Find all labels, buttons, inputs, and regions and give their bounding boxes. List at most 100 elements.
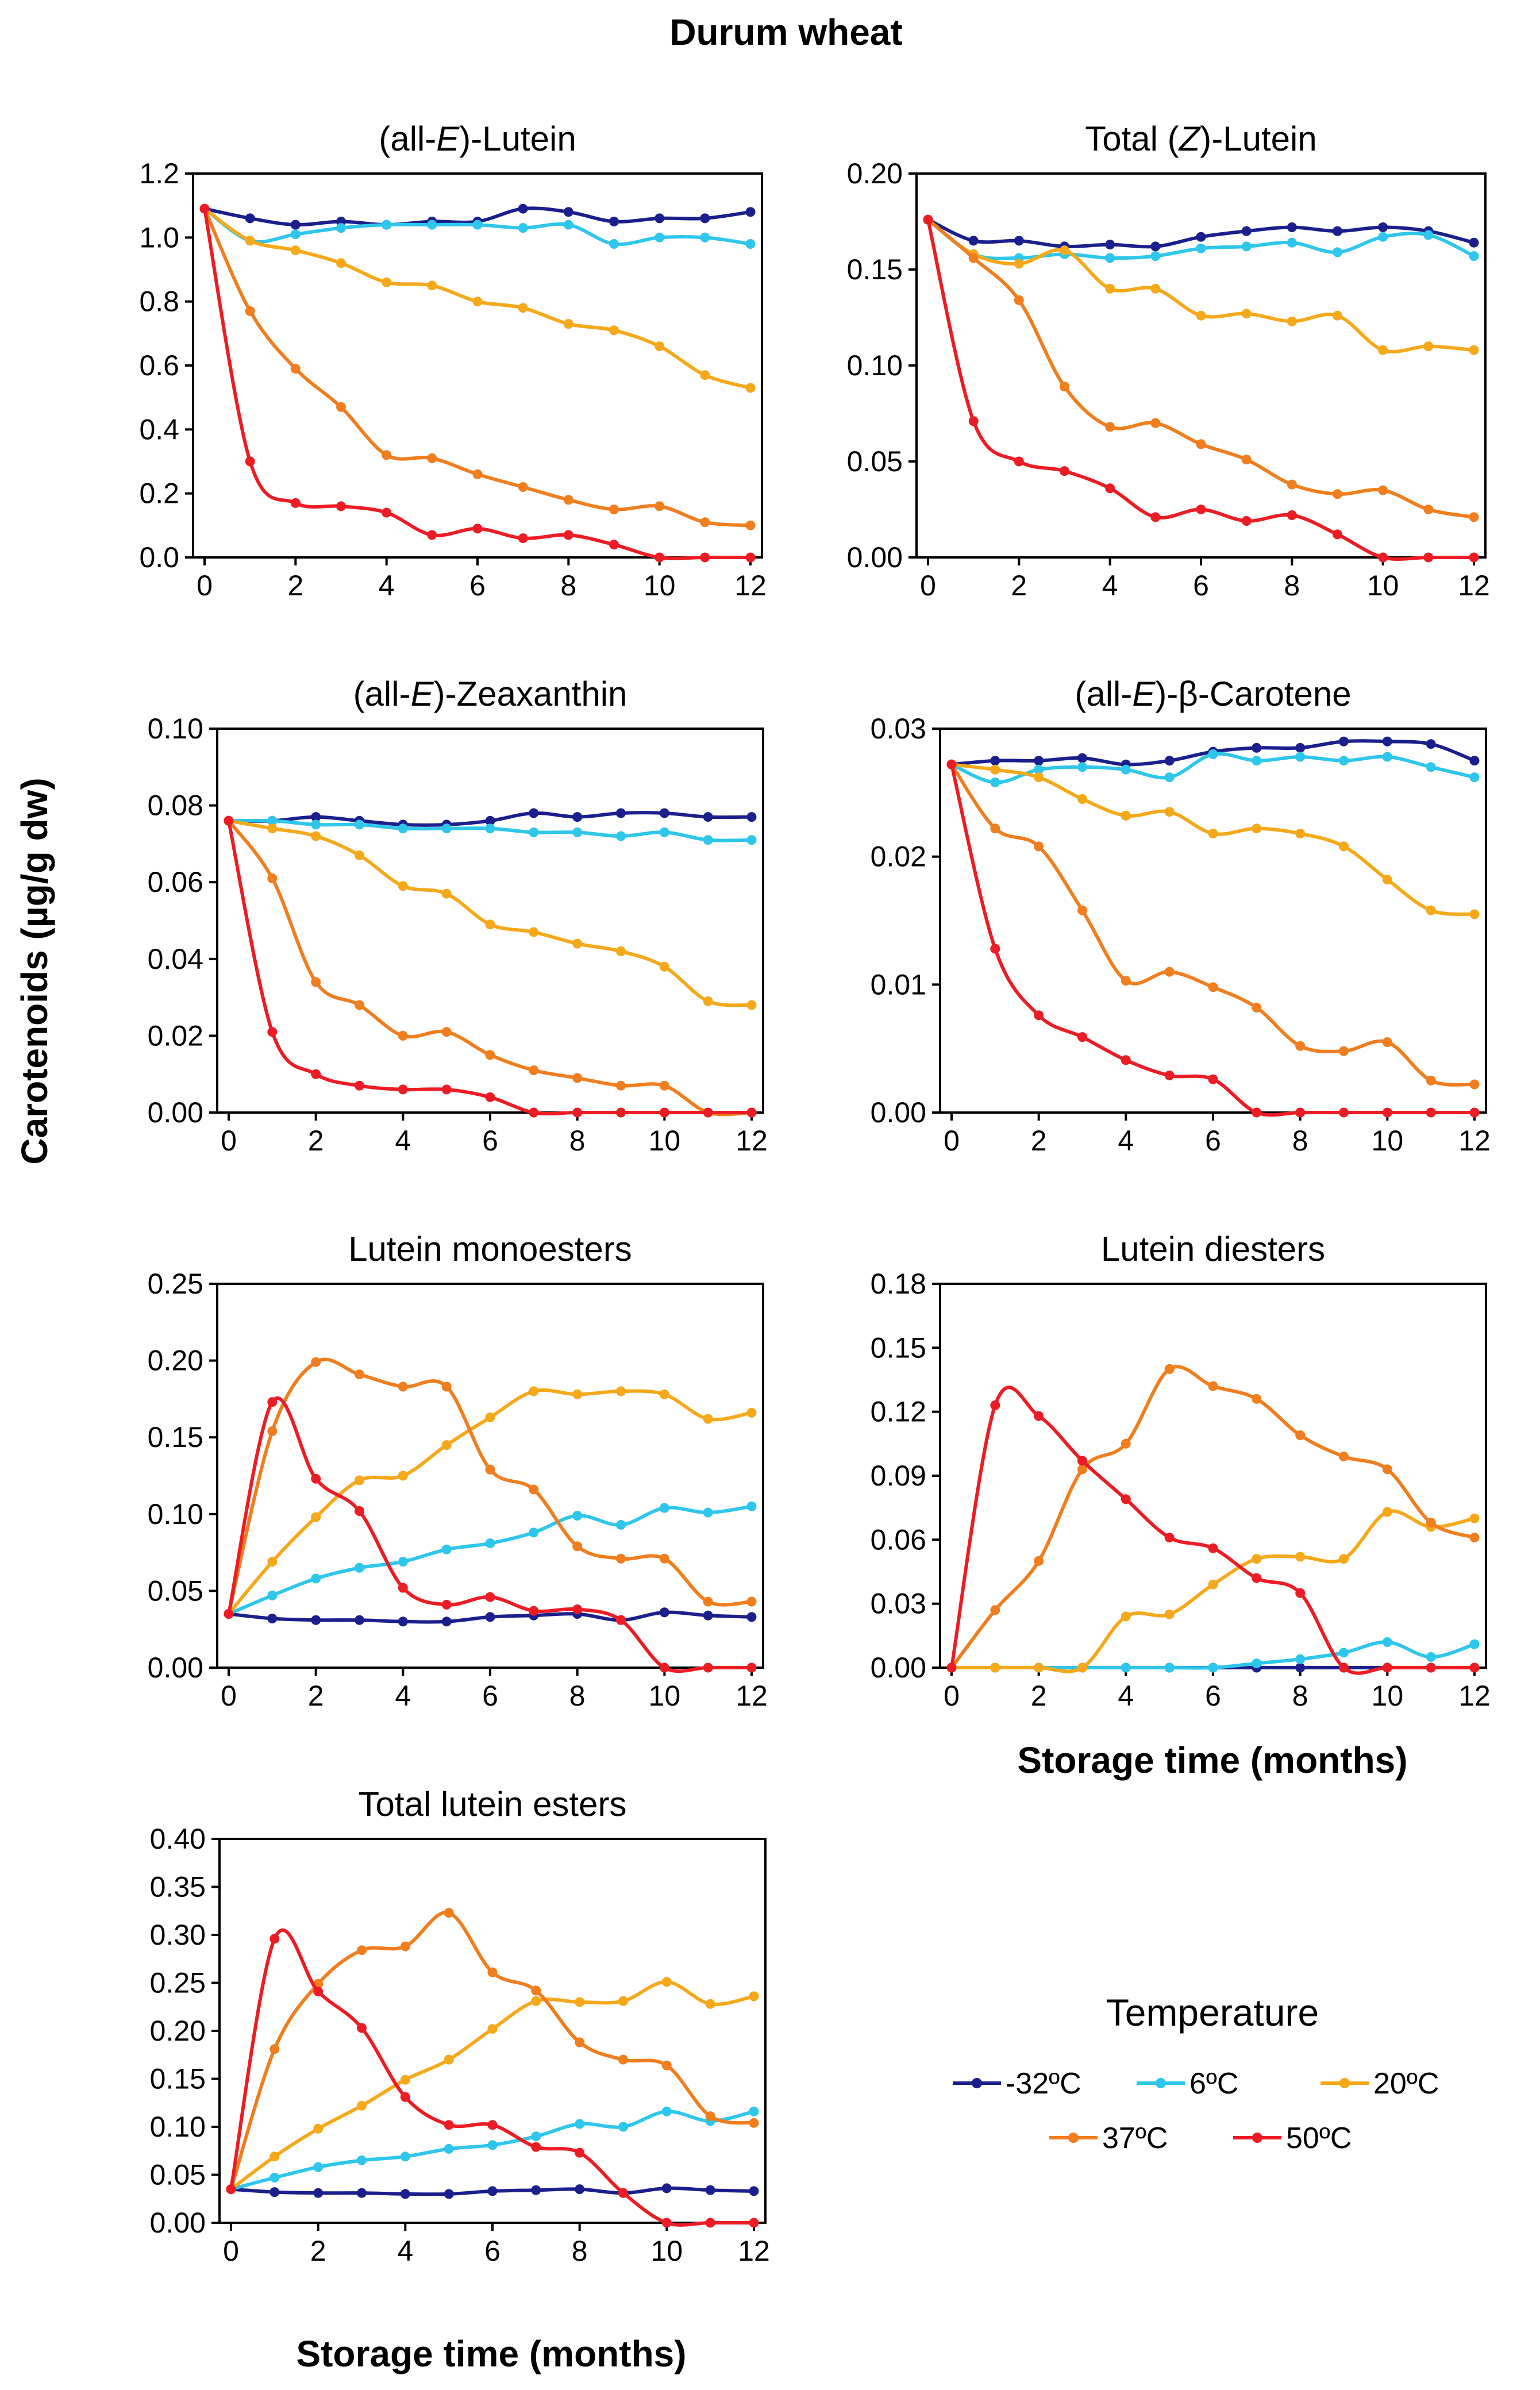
data-point — [1252, 1658, 1262, 1669]
data-point — [398, 1381, 408, 1392]
data-point — [1105, 240, 1115, 250]
data-point — [427, 280, 437, 291]
data-point — [270, 1934, 280, 1944]
legend-swatch-marker — [1068, 2133, 1079, 2143]
data-point — [746, 1407, 757, 1418]
x-tick-label: 4 — [397, 2235, 413, 2267]
data-point — [487, 2186, 498, 2196]
data-point — [1378, 232, 1388, 242]
data-point — [311, 1473, 321, 1484]
data-point — [485, 1050, 495, 1060]
y-tick-label: 0.40 — [150, 1823, 206, 1855]
data-point — [311, 1357, 321, 1367]
y-tick-label: 0.15 — [871, 1331, 926, 1364]
data-point — [427, 220, 437, 230]
x-tick-label: 4 — [395, 1125, 411, 1157]
data-point — [659, 1662, 669, 1673]
data-point — [1295, 1654, 1306, 1664]
data-point — [1077, 1662, 1087, 1673]
data-point — [1014, 295, 1024, 305]
data-point — [1208, 982, 1218, 992]
data-point — [267, 1557, 278, 1567]
data-point — [427, 530, 437, 540]
data-point — [654, 552, 665, 563]
data-point — [313, 2162, 324, 2172]
data-point — [1287, 222, 1297, 232]
legend-title: Temperature — [1106, 1991, 1319, 2034]
data-point — [529, 808, 539, 818]
data-point — [1339, 841, 1349, 852]
x-tick-label: 6 — [1205, 1125, 1221, 1157]
data-point — [267, 873, 278, 883]
panel-title-part: Z — [1178, 120, 1202, 158]
data-point — [1208, 1381, 1218, 1391]
data-point — [609, 540, 619, 550]
data-point — [336, 258, 346, 268]
data-point — [245, 236, 255, 246]
data-point — [705, 2185, 715, 2195]
data-point — [1423, 230, 1434, 240]
y-tick-label: 0.04 — [148, 943, 203, 975]
data-point — [654, 341, 665, 352]
data-point — [618, 1996, 628, 2006]
x-tick-label: 2 — [1031, 1680, 1047, 1712]
data-point — [1469, 772, 1480, 783]
data-point — [990, 1662, 1000, 1673]
data-point — [1333, 489, 1342, 499]
data-point — [1034, 1010, 1044, 1021]
data-point — [1077, 1464, 1087, 1475]
data-point — [398, 881, 408, 891]
data-point — [1469, 512, 1479, 522]
data-point — [659, 808, 669, 818]
data-point — [311, 1069, 321, 1079]
x-tick-label: 0 — [223, 2235, 239, 2267]
data-point — [1469, 251, 1479, 261]
data-point — [1339, 1648, 1349, 1658]
data-point — [485, 823, 495, 834]
x-tick-label: 6 — [484, 2235, 500, 2267]
data-point — [357, 2023, 367, 2033]
data-point — [313, 2123, 324, 2134]
x-tick-label: 12 — [1458, 1125, 1491, 1157]
panel-2: Total (Z)-Lutein 0.00 0.05 0.10 0.15 0.20 0 2 4 6… — [847, 120, 1490, 602]
data-point — [1339, 736, 1349, 746]
data-point — [572, 1541, 583, 1552]
data-point — [575, 2184, 585, 2195]
x-axis-title-total-esters: Storage time (months) — [296, 2333, 686, 2374]
data-point — [1060, 382, 1069, 392]
series-50ºC — [946, 759, 1480, 1118]
series-20ºC — [946, 1507, 1480, 1673]
panel-title-part: Lutein monoesters — [348, 1230, 632, 1268]
data-point — [1382, 1464, 1392, 1475]
data-point — [1423, 341, 1434, 352]
legend-label: 50ºC — [1286, 2122, 1352, 2155]
panel-title-part: (all- — [379, 120, 436, 158]
data-point — [609, 217, 619, 226]
data-point — [1339, 1452, 1349, 1462]
data-point — [968, 236, 979, 246]
y-tick-label: 0.10 — [148, 713, 203, 745]
x-tick-label: 6 — [482, 1125, 498, 1157]
data-point — [1164, 1533, 1175, 1543]
series-line — [926, 219, 1474, 561]
data-point — [487, 2120, 498, 2130]
data-point — [472, 220, 483, 230]
series-37ºC — [923, 214, 1479, 522]
data-point — [1295, 1662, 1306, 1673]
panel-title-part: Total lutein esters — [359, 1785, 627, 1823]
data-point — [1378, 485, 1388, 495]
data-point — [703, 1507, 713, 1518]
data-point — [616, 1107, 626, 1118]
data-point — [1121, 976, 1131, 986]
data-point — [529, 827, 539, 837]
y-tick-label: 0.25 — [150, 1967, 206, 1999]
data-point — [1208, 829, 1218, 839]
data-point — [1339, 1554, 1349, 1564]
y-tick-label: 0.10 — [150, 2111, 206, 2143]
data-point — [1469, 1513, 1480, 1523]
data-point — [572, 1073, 583, 1083]
data-point — [700, 370, 710, 380]
data-point — [472, 524, 483, 534]
data-point — [661, 2183, 672, 2193]
data-point — [290, 229, 301, 240]
